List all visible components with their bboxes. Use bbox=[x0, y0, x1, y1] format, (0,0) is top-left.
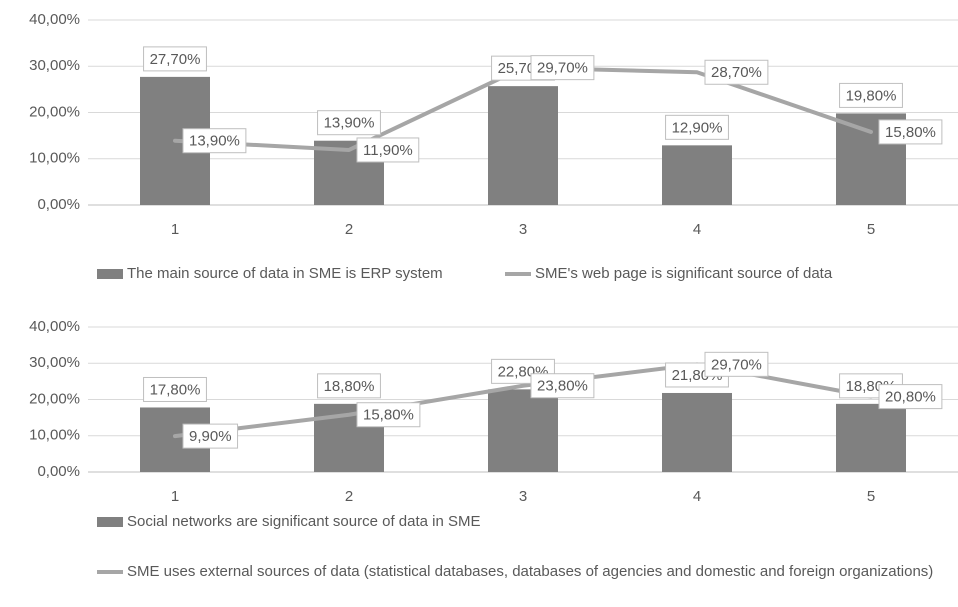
bar-label: 19,80% bbox=[846, 87, 897, 104]
line-label: 28,70% bbox=[711, 64, 762, 81]
line-label-box bbox=[356, 137, 420, 163]
y-tick-label: 0,00% bbox=[37, 196, 80, 213]
y-tick-label: 10,00% bbox=[29, 150, 80, 167]
x-tick-label: 4 bbox=[693, 488, 701, 505]
line-label-box bbox=[878, 384, 943, 410]
line-label-box bbox=[182, 128, 247, 154]
x-tick-label: 3 bbox=[519, 488, 527, 505]
line-label-group: 29,70% bbox=[704, 351, 769, 377]
x-tick-label: 5 bbox=[867, 221, 875, 238]
line-label-group: 15,80% bbox=[878, 119, 943, 145]
legend-label: SME uses external sources of data (stati… bbox=[127, 563, 934, 580]
y-tick-label: 20,00% bbox=[29, 390, 80, 407]
bar bbox=[488, 86, 558, 205]
line-label: 23,80% bbox=[537, 378, 588, 395]
y-tick-label: 40,00% bbox=[29, 11, 80, 28]
bar-label: 12,90% bbox=[672, 119, 723, 136]
line-label: 15,80% bbox=[363, 407, 414, 424]
x-tick-label: 1 bbox=[171, 221, 179, 238]
y-tick-label: 30,00% bbox=[29, 354, 80, 371]
bar-label-box bbox=[143, 376, 207, 402]
bar-label-box bbox=[317, 373, 381, 399]
legend-label: SME's web page is significant source of … bbox=[535, 265, 833, 282]
y-tick-label: 20,00% bbox=[29, 103, 80, 120]
line-label: 11,90% bbox=[363, 142, 413, 159]
line-label-group: 9,90% bbox=[182, 423, 239, 449]
bar-label: 13,90% bbox=[324, 115, 375, 132]
line-label-group: 23,80% bbox=[530, 373, 595, 399]
line-label-group: 11,90% bbox=[356, 137, 420, 163]
x-tick-label: 4 bbox=[693, 221, 701, 238]
line-label: 9,90% bbox=[189, 428, 232, 445]
bar-label-group: 13,90% bbox=[317, 110, 381, 136]
line-label-group: 13,90% bbox=[182, 128, 247, 154]
line-label: 13,90% bbox=[189, 133, 240, 150]
bar-label-group: 12,90% bbox=[665, 114, 729, 140]
legend-swatch bbox=[97, 269, 123, 279]
bar bbox=[662, 392, 732, 472]
x-tick-label: 2 bbox=[345, 488, 353, 505]
line-label-box bbox=[704, 351, 769, 377]
bar-label-group: 27,70% bbox=[143, 46, 207, 72]
legend-swatch bbox=[97, 517, 123, 527]
line-label-box bbox=[356, 402, 421, 428]
line-label: 29,70% bbox=[711, 356, 762, 373]
line-label-box bbox=[704, 59, 769, 85]
bar-label-box bbox=[317, 110, 381, 136]
line-label-group: 29,70% bbox=[530, 55, 595, 81]
line-label: 20,80% bbox=[885, 389, 936, 406]
y-tick-label: 0,00% bbox=[37, 463, 80, 480]
bar-label-box bbox=[839, 82, 903, 108]
bar-label-box bbox=[143, 46, 207, 72]
y-tick-label: 30,00% bbox=[29, 57, 80, 74]
bar-label-box bbox=[665, 114, 729, 140]
x-tick-label: 2 bbox=[345, 221, 353, 238]
y-tick-label: 40,00% bbox=[29, 318, 80, 335]
bar-label-group: 19,80% bbox=[839, 82, 903, 108]
legend-label: The main source of data in SME is ERP sy… bbox=[127, 265, 443, 282]
bar-label-group: 18,80% bbox=[317, 373, 381, 399]
bar-label: 27,70% bbox=[150, 51, 201, 68]
bar-label: 17,80% bbox=[150, 381, 201, 398]
line-label-box bbox=[530, 55, 595, 81]
x-tick-label: 5 bbox=[867, 488, 875, 505]
bar bbox=[836, 403, 906, 472]
line-label: 29,70% bbox=[537, 60, 588, 77]
line-label-box bbox=[878, 119, 943, 145]
line-label-group: 15,80% bbox=[356, 402, 421, 428]
bar-label: 18,80% bbox=[324, 378, 375, 395]
x-tick-label: 3 bbox=[519, 221, 527, 238]
bar-label-group: 17,80% bbox=[143, 376, 207, 402]
legend-label: Social networks are significant source o… bbox=[127, 513, 481, 530]
line-label-box bbox=[530, 373, 595, 399]
y-tick-label: 10,00% bbox=[29, 427, 80, 444]
x-tick-label: 1 bbox=[171, 488, 179, 505]
bar bbox=[662, 145, 732, 205]
line-label: 15,80% bbox=[885, 124, 936, 141]
line-label-group: 28,70% bbox=[704, 59, 769, 85]
bar bbox=[488, 389, 558, 472]
line-label-box bbox=[182, 423, 239, 449]
line-label-group: 20,80% bbox=[878, 384, 943, 410]
